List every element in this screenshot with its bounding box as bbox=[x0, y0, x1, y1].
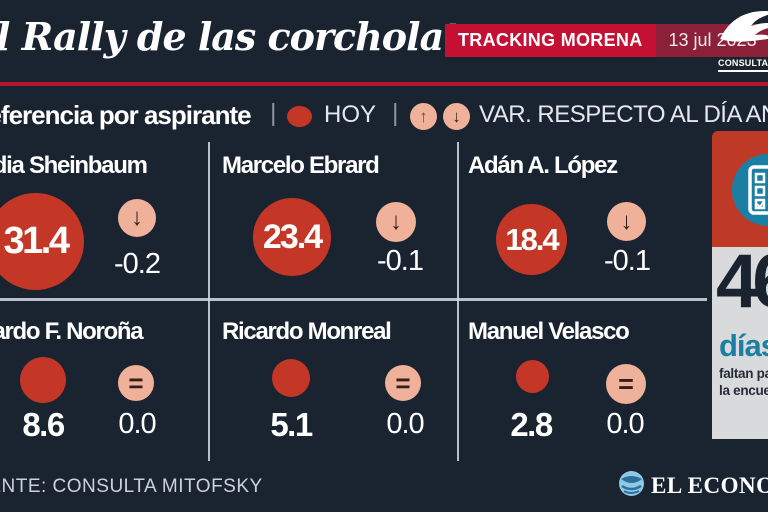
candidate-name: Marcelo Ebrard bbox=[222, 152, 380, 179]
down-arrow-icon: ↓ bbox=[376, 202, 416, 242]
value-bubble bbox=[20, 357, 66, 403]
down-arrow-icon: ↓ bbox=[607, 202, 646, 241]
divider-horizontal bbox=[0, 298, 707, 301]
value-bubble: 23.4 bbox=[253, 198, 331, 276]
change-value: 0.0 bbox=[386, 408, 424, 440]
candidate-name: Claudia Sheinbaum bbox=[0, 152, 148, 179]
header-badges: TRACKING MORENA 13 jul 2023 bbox=[445, 24, 768, 57]
value-bubble: 18.4 bbox=[496, 204, 567, 275]
header-rule bbox=[0, 82, 768, 86]
source-label: FUENTE: CONSULTA MITOFSKY bbox=[0, 476, 263, 497]
countdown-caption-line2: la encuesta bbox=[719, 382, 768, 398]
separator: | bbox=[392, 99, 399, 127]
down-arrow-icon: ↓ bbox=[118, 199, 156, 237]
globe-icon bbox=[618, 470, 645, 502]
change-value: -0.1 bbox=[604, 245, 651, 277]
hoy-dot-icon bbox=[287, 106, 312, 127]
variation-label: VAR. RESPECTO AL DÍA ANTERIOR bbox=[479, 101, 768, 128]
candidate-name: Ricardo Monreal bbox=[222, 318, 392, 345]
value-bubble: 31.4 bbox=[0, 193, 84, 290]
countdown-number: 46 bbox=[716, 239, 768, 324]
countdown-panel-bottom bbox=[712, 247, 768, 439]
hoy-label: HOY bbox=[324, 101, 377, 128]
up-arrow-icon: ↑ bbox=[410, 103, 437, 130]
divider-vertical-2 bbox=[457, 142, 459, 461]
mitofsky-logo: CONSULTA MITOFSKY bbox=[718, 6, 768, 72]
separator: | bbox=[270, 99, 277, 127]
survey-icon bbox=[730, 152, 768, 233]
mitofsky-logo-text: CONSULTA MITOFSKY bbox=[718, 58, 768, 72]
countdown-caption: faltan para la encuesta bbox=[719, 366, 768, 400]
change-value: -0.2 bbox=[114, 248, 161, 280]
equal-icon: = bbox=[118, 365, 154, 401]
candidate-name: Gerardo F. Noroña bbox=[0, 318, 144, 345]
candidate-name: Manuel Velasco bbox=[468, 318, 630, 345]
equal-icon: = bbox=[606, 364, 646, 404]
equal-icon: = bbox=[385, 365, 421, 401]
page-title: El Rally de las corcholatas bbox=[0, 14, 505, 59]
brand-logo: EL ECONOMISTA bbox=[618, 470, 768, 502]
candidate-value: 5.1 bbox=[270, 406, 313, 443]
change-value: 0.0 bbox=[118, 408, 156, 440]
down-arrow-icon: ↓ bbox=[443, 103, 470, 130]
candidate-value: 2.8 bbox=[510, 406, 553, 443]
countdown-caption-line1: faltan para bbox=[719, 366, 768, 381]
legend-label: Preferencia por aspirante bbox=[0, 100, 252, 130]
value-bubble bbox=[272, 359, 310, 397]
candidate-value: 8.6 bbox=[22, 406, 65, 443]
value-bubble bbox=[516, 360, 549, 393]
countdown-unit: días bbox=[719, 328, 768, 363]
change-value: -0.1 bbox=[377, 245, 424, 277]
change-value: 0.0 bbox=[606, 408, 644, 440]
tracking-badge: TRACKING MORENA bbox=[445, 24, 656, 57]
mitofsky-bird-icon bbox=[718, 11, 768, 52]
divider-vertical-1 bbox=[208, 142, 210, 461]
brand-name: EL ECONOMISTA bbox=[651, 473, 768, 498]
candidate-name: Adán A. López bbox=[468, 152, 618, 179]
